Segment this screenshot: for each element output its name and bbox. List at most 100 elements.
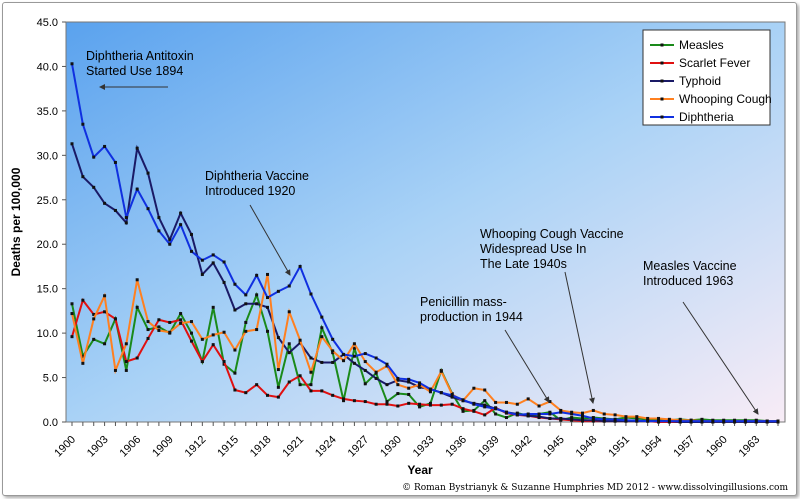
series-diphtheria (70, 62, 780, 423)
data-point (439, 403, 443, 407)
data-point (559, 416, 563, 420)
legend-label: Diphtheria (679, 110, 734, 124)
data-point (222, 260, 226, 264)
data-point (483, 405, 487, 409)
data-point (266, 296, 270, 300)
data-point (624, 418, 628, 422)
legend-marker (660, 97, 664, 101)
data-point (103, 144, 107, 148)
data-point (92, 155, 96, 159)
x-tick-label: 1909 (150, 434, 176, 460)
legend-marker (660, 79, 664, 83)
data-point (385, 400, 389, 404)
y-tick-label: 35.0 (37, 106, 58, 118)
data-point (92, 337, 96, 341)
data-point (548, 410, 552, 414)
data-point (255, 273, 259, 277)
data-point (222, 360, 226, 364)
annotation-text: Diphtheria Vaccine (205, 169, 309, 183)
data-point (276, 289, 280, 293)
data-point (504, 416, 508, 420)
data-point (266, 305, 270, 309)
data-point (494, 400, 498, 404)
data-point (70, 335, 74, 339)
data-point (320, 360, 324, 364)
data-point (255, 328, 259, 332)
annotation-text: Measles Vaccine (643, 259, 737, 273)
data-point (331, 349, 335, 353)
x-tick-label: 1942 (509, 434, 535, 460)
data-point (233, 282, 237, 286)
data-point (81, 361, 85, 365)
data-point (407, 401, 411, 405)
data-point (211, 253, 215, 257)
data-point (428, 401, 432, 405)
data-point (103, 310, 107, 314)
x-tick-label: 1960 (704, 434, 730, 460)
data-point (700, 419, 704, 423)
annotation-text: Introduced 1920 (205, 184, 295, 198)
annotation-text: Penicillin mass- (420, 295, 507, 309)
data-point (135, 278, 139, 282)
data-point (135, 146, 139, 150)
data-point (124, 342, 128, 346)
data-point (450, 395, 454, 399)
data-point (396, 392, 400, 396)
data-point (342, 399, 346, 403)
data-point (537, 415, 541, 419)
data-point (591, 408, 595, 412)
data-point (124, 221, 128, 225)
data-point (157, 318, 161, 322)
data-point (602, 412, 606, 416)
data-point (244, 293, 248, 297)
data-point (287, 351, 291, 355)
x-tick-label: 1918 (248, 434, 274, 460)
data-point (92, 312, 96, 316)
data-point (743, 419, 747, 423)
x-tick-label: 1933 (411, 434, 437, 460)
data-point (211, 261, 215, 265)
data-point (103, 294, 107, 298)
data-point (124, 216, 128, 220)
data-point (580, 411, 584, 415)
data-point (570, 417, 574, 421)
data-point (678, 419, 682, 423)
data-point (309, 389, 313, 393)
data-point (700, 417, 704, 421)
data-point (135, 187, 139, 191)
data-point (559, 410, 563, 414)
data-point (526, 397, 530, 401)
data-point (418, 383, 422, 387)
data-point (526, 414, 530, 418)
data-point (255, 293, 259, 297)
data-point (342, 359, 346, 363)
data-point (179, 223, 183, 227)
data-point (331, 393, 335, 397)
data-point (374, 370, 378, 374)
data-point (266, 272, 270, 276)
data-point (309, 370, 313, 374)
x-tick-label: 1915 (215, 434, 241, 460)
data-point (657, 416, 661, 420)
y-tick-label: 45.0 (37, 17, 58, 29)
legend-marker (660, 61, 664, 65)
data-point (352, 354, 356, 358)
annotation-text: Introduced 1963 (643, 274, 733, 288)
data-point (591, 416, 595, 420)
x-tick-label: 1951 (606, 434, 632, 460)
data-point (407, 380, 411, 384)
data-point (374, 356, 378, 360)
data-point (276, 336, 280, 340)
data-point (352, 399, 356, 403)
data-point (146, 171, 150, 175)
data-point (504, 400, 508, 404)
data-point (483, 403, 487, 407)
data-point (515, 413, 519, 417)
data-point (276, 368, 280, 372)
x-tick-label: 1912 (183, 434, 209, 460)
data-point (591, 418, 595, 422)
data-point (266, 329, 270, 333)
data-point (168, 320, 172, 324)
data-point (428, 387, 432, 391)
data-point (483, 399, 487, 403)
